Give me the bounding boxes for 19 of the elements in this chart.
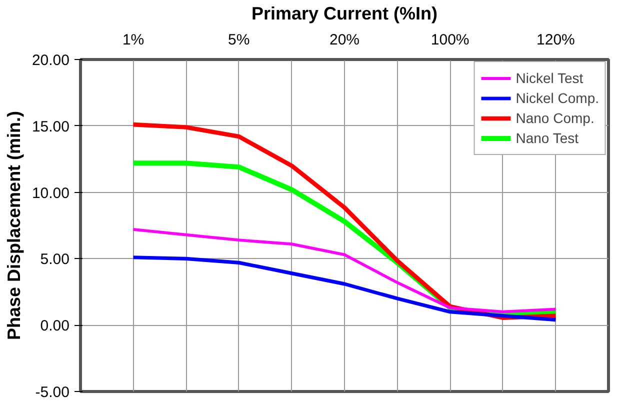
x-axis-title: Primary Current (%In) [251,4,438,24]
x-tick-label: 120% [536,32,575,48]
x-tick-label: 100% [430,32,470,48]
y-tick-label: 20.00 [32,52,70,69]
y-tick-label: 0.00 [40,318,70,335]
line-series [132,256,558,322]
y-tick-label: 5.00 [40,251,70,268]
legend-label: Nano Comp. [516,110,594,126]
x-tick-label: 5% [228,32,250,48]
y-tick-label: -5.00 [35,384,70,401]
legend-label: Nickel Comp. [516,90,599,106]
y-tick-label: 15.00 [32,118,70,136]
legend-label: Nickel Test [516,70,584,86]
line-series [132,228,558,314]
x-tick-label: 20% [329,32,360,48]
y-tick-label: 10.00 [32,184,70,202]
x-tick-label: 1% [122,32,144,48]
legend-label: Nano Test [516,130,579,146]
y-axis-title: Phase Displacement (min.) [4,110,24,340]
